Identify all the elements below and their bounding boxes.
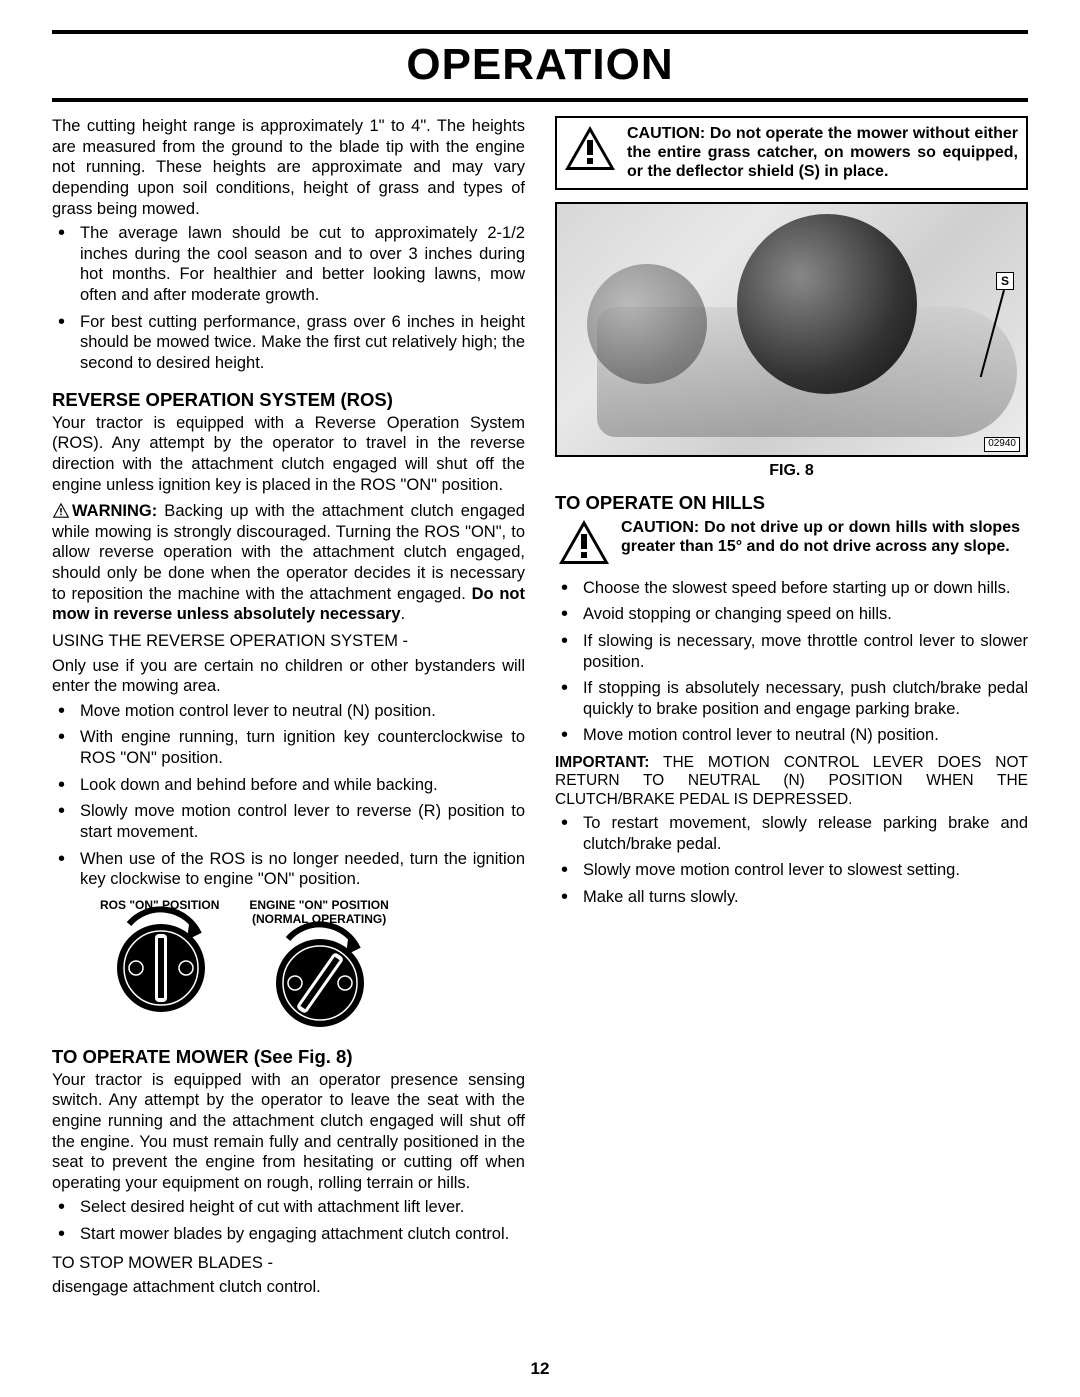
dial-icon <box>111 918 209 1016</box>
callout-s-label: S <box>996 272 1014 290</box>
operate-mower-heading: TO OPERATE MOWER (See Fig. 8) <box>52 1045 525 1068</box>
page-title: OPERATION <box>52 30 1028 102</box>
list-item: When use of the ROS is no longer needed,… <box>80 849 525 890</box>
important-note: IMPORTANT: THE MOTION CONTROL LEVER DOES… <box>555 754 1028 809</box>
figure-caption: FIG. 8 <box>555 461 1028 481</box>
list-item: To restart movement, slowly release park… <box>583 813 1028 854</box>
list-item: Slowly move motion control lever to reve… <box>80 801 525 842</box>
list-item: If stopping is absolutely necessary, pus… <box>583 678 1028 719</box>
list-item: Select desired height of cut with attach… <box>80 1197 525 1218</box>
list-item: Start mower blades by engaging attachmen… <box>80 1224 525 1245</box>
tire-shape <box>737 214 917 394</box>
operate-mower-paragraph: Your tractor is equipped with an operato… <box>52 1070 525 1194</box>
list-item: Move motion control lever to neutral (N)… <box>80 701 525 722</box>
tire-shape <box>587 264 707 384</box>
ros-warning-paragraph: WARNING: Backing up with the attachment … <box>52 501 525 625</box>
warning-label: WARNING: <box>72 502 157 520</box>
important-label: IMPORTANT: <box>555 754 649 771</box>
list-item: Avoid stopping or changing speed on hill… <box>583 604 1028 625</box>
two-column-layout: The cutting height range is approximatel… <box>52 116 1028 1302</box>
list-item: Slowly move motion control lever to slow… <box>583 860 1028 881</box>
list-item: For best cutting performance, grass over… <box>80 312 525 374</box>
hills-heading: TO OPERATE ON HILLS <box>555 491 1028 514</box>
list-item: Move motion control lever to neutral (N)… <box>583 725 1028 746</box>
list-item: Choose the slowest speed before starting… <box>583 578 1028 599</box>
caution-text: CAUTION: Do not drive up or down hills w… <box>621 518 1020 556</box>
caution-icon <box>563 124 617 172</box>
right-column: CAUTION: Do not operate the mower withou… <box>555 116 1028 1302</box>
ignition-dial-row: ROS "ON" POSITION ENGINE "ON" POSI <box>100 898 525 1031</box>
ros-heading: REVERSE OPERATION SYSTEM (ROS) <box>52 388 525 411</box>
using-ros-subhead: USING THE REVERSE OPERATION SYSTEM - <box>52 631 525 652</box>
caution-box-2: CAUTION: Do not drive up or down hills w… <box>555 516 1028 574</box>
hills-bullets-1: Choose the slowest speed before starting… <box>555 578 1028 746</box>
list-item: Look down and behind before and while ba… <box>80 775 525 796</box>
stop-blades-subhead: TO STOP MOWER BLADES - <box>52 1253 525 1274</box>
caution-icon <box>557 518 611 566</box>
hills-bullets-2: To restart movement, slowly release park… <box>555 813 1028 908</box>
ros-paragraph: Your tractor is equipped with a Reverse … <box>52 413 525 496</box>
using-ros-paragraph: Only use if you are certain no children … <box>52 656 525 697</box>
using-ros-bullets: Move motion control lever to neutral (N)… <box>52 701 525 890</box>
dial-ros-on: ROS "ON" POSITION <box>100 898 219 1031</box>
dial-icon <box>270 933 368 1031</box>
stop-blades-paragraph: disengage attachment clutch control. <box>52 1277 525 1298</box>
figure-8: S 02940 <box>555 202 1028 457</box>
figure-number: 02940 <box>984 437 1020 452</box>
left-column: The cutting height range is approximatel… <box>52 116 525 1302</box>
caution-box-1: CAUTION: Do not operate the mower withou… <box>555 116 1028 190</box>
intro-bullets: The average lawn should be cut to approx… <box>52 223 525 373</box>
list-item: Make all turns slowly. <box>583 887 1028 908</box>
page-number: 12 <box>531 1359 550 1379</box>
intro-paragraph: The cutting height range is approximatel… <box>52 116 525 219</box>
list-item: If slowing is necessary, move throttle c… <box>583 631 1028 672</box>
list-item: The average lawn should be cut to approx… <box>80 223 525 306</box>
caution-text: CAUTION: Do not operate the mower withou… <box>627 124 1018 182</box>
warning-icon <box>52 502 70 518</box>
dial-engine-on: ENGINE "ON" POSITION (NORMAL OPERATING) <box>249 898 388 1031</box>
operate-mower-bullets: Select desired height of cut with attach… <box>52 1197 525 1244</box>
list-item: With engine running, turn ignition key c… <box>80 727 525 768</box>
warning-period: . <box>401 605 406 623</box>
